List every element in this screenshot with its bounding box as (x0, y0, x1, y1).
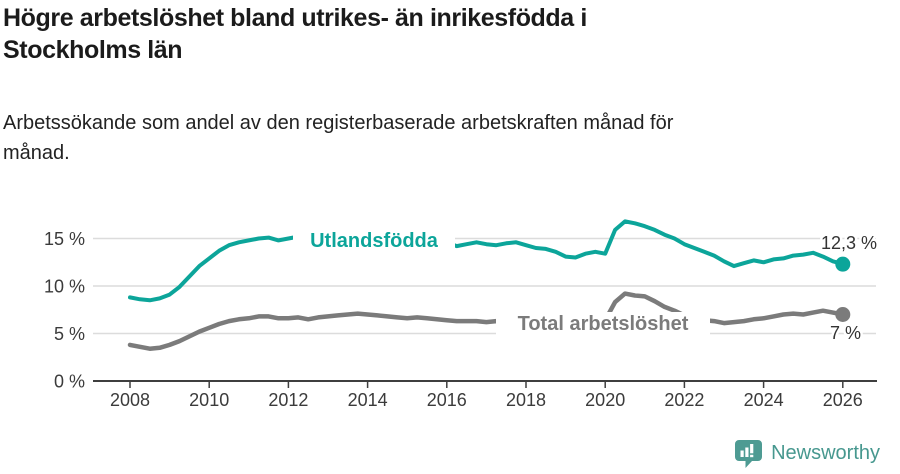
logo-exclamation-stem (750, 444, 754, 454)
logo-exclamation-dot (750, 454, 754, 458)
x-tick-label-2010: 2010 (189, 390, 229, 410)
x-tick-label-2022: 2022 (664, 390, 704, 410)
brand-name: Newsworthy (771, 442, 880, 464)
x-tick-label-2016: 2016 (427, 390, 467, 410)
x-tick-label-2014: 2014 (348, 390, 388, 410)
x-tick-label-2012: 2012 (268, 390, 308, 410)
logo-bar-tall (745, 447, 749, 457)
y-tick-label-0: 0 % (54, 372, 85, 392)
y-tick-label-5: 5 % (54, 324, 85, 344)
x-tick-label-2024: 2024 (744, 390, 784, 410)
y-tick-label-15: 15 % (44, 229, 85, 249)
x-tick-label-2018: 2018 (506, 390, 546, 410)
newsworthy-logo-icon (735, 440, 763, 468)
series-line-foreign-born (128, 219, 845, 303)
logo-bar-short (740, 450, 744, 457)
series-end-dot-foreign-born (835, 256, 851, 272)
series-line-total (127, 291, 846, 351)
y-tick-label-10: 10 % (44, 277, 85, 297)
series-end-label-foreign-born: 12,3 % (821, 233, 877, 253)
series-end-dot-total (835, 307, 851, 322)
series-label-foreign-born: Utlandsfödda (310, 230, 439, 252)
x-tick-label-2026: 2026 (823, 390, 863, 410)
x-tick-label-2020: 2020 (585, 390, 625, 410)
brand-footer: Newsworthy (733, 438, 880, 469)
x-tick-label-2008: 2008 (110, 390, 150, 410)
series-label-total: Total arbetslöshet (518, 313, 689, 335)
series-label-backdrop-total (496, 312, 710, 338)
chart-title: Högre arbetslöshet bland utrikes- än inr… (3, 4, 587, 64)
series-label-backdrop-foreign-born (293, 226, 455, 254)
series-end-label-total: 7 % (830, 323, 861, 343)
chart-subtitle: Arbetssökande som andel av den registerb… (3, 112, 674, 164)
